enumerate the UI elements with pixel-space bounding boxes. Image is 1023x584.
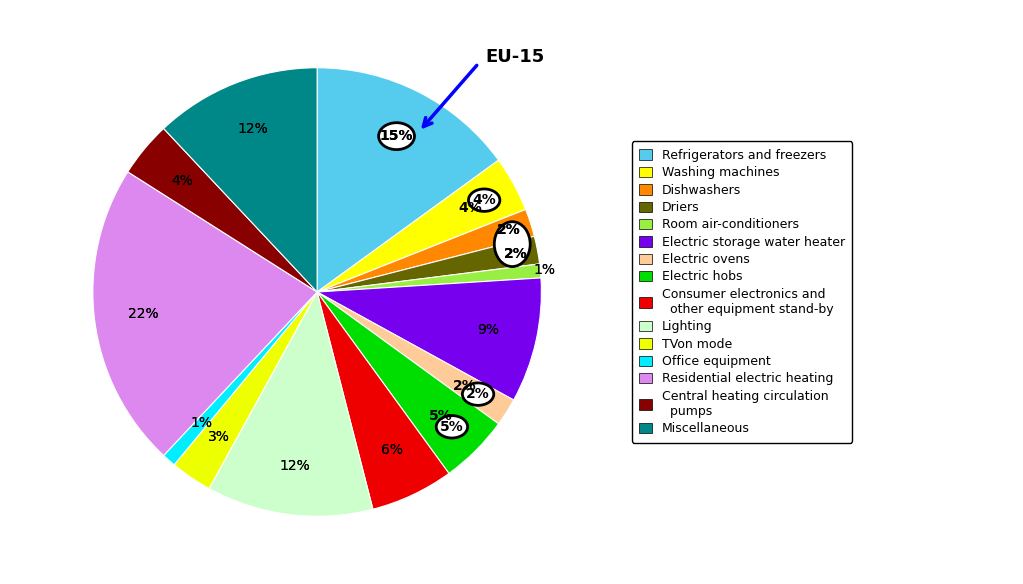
Text: 2%: 2% — [503, 247, 527, 261]
Text: 2%: 2% — [497, 223, 521, 237]
Wedge shape — [164, 292, 317, 465]
Wedge shape — [93, 172, 317, 456]
Text: 4%: 4% — [172, 173, 193, 187]
Wedge shape — [317, 292, 514, 424]
Text: 2%: 2% — [453, 379, 477, 392]
Text: 15%: 15% — [380, 129, 413, 143]
Text: 2%: 2% — [503, 247, 527, 261]
Legend: Refrigerators and freezers, Washing machines, Dishwashers, Driers, Room air-cond: Refrigerators and freezers, Washing mach… — [632, 141, 852, 443]
Text: 12%: 12% — [237, 123, 268, 136]
Text: 1%: 1% — [190, 416, 213, 430]
Text: 1%: 1% — [534, 263, 555, 277]
Wedge shape — [174, 292, 317, 489]
Ellipse shape — [469, 189, 500, 211]
Wedge shape — [317, 292, 449, 509]
Wedge shape — [317, 160, 526, 292]
Wedge shape — [317, 237, 539, 292]
Text: 2%: 2% — [466, 387, 490, 401]
Wedge shape — [317, 68, 498, 292]
Wedge shape — [317, 292, 498, 474]
Wedge shape — [317, 264, 541, 292]
Text: 6%: 6% — [381, 443, 403, 457]
Text: 2%: 2% — [497, 223, 521, 237]
Text: 3%: 3% — [208, 430, 230, 444]
Text: 1%: 1% — [190, 416, 213, 430]
Text: 3%: 3% — [208, 430, 230, 444]
Text: 15%: 15% — [380, 129, 413, 143]
Text: 1%: 1% — [534, 263, 555, 277]
Text: 9%: 9% — [477, 323, 499, 337]
Text: 9%: 9% — [477, 323, 499, 337]
Wedge shape — [164, 68, 317, 292]
Text: 5%: 5% — [440, 420, 463, 434]
Ellipse shape — [436, 416, 468, 438]
Ellipse shape — [379, 123, 414, 150]
Wedge shape — [128, 128, 317, 292]
Text: 6%: 6% — [381, 443, 403, 457]
Text: 12%: 12% — [280, 458, 311, 472]
Wedge shape — [317, 210, 534, 292]
Text: 4%: 4% — [172, 173, 193, 187]
Wedge shape — [209, 292, 373, 516]
Text: EU-15: EU-15 — [485, 47, 544, 65]
Text: 4%: 4% — [458, 201, 482, 215]
Text: 5%: 5% — [429, 409, 453, 423]
Text: 12%: 12% — [237, 123, 268, 136]
Ellipse shape — [462, 383, 494, 405]
Text: 12%: 12% — [280, 458, 311, 472]
Text: 22%: 22% — [128, 307, 159, 321]
Ellipse shape — [494, 222, 530, 266]
Text: 4%: 4% — [473, 193, 496, 207]
Wedge shape — [317, 278, 541, 400]
Text: 22%: 22% — [128, 307, 159, 321]
